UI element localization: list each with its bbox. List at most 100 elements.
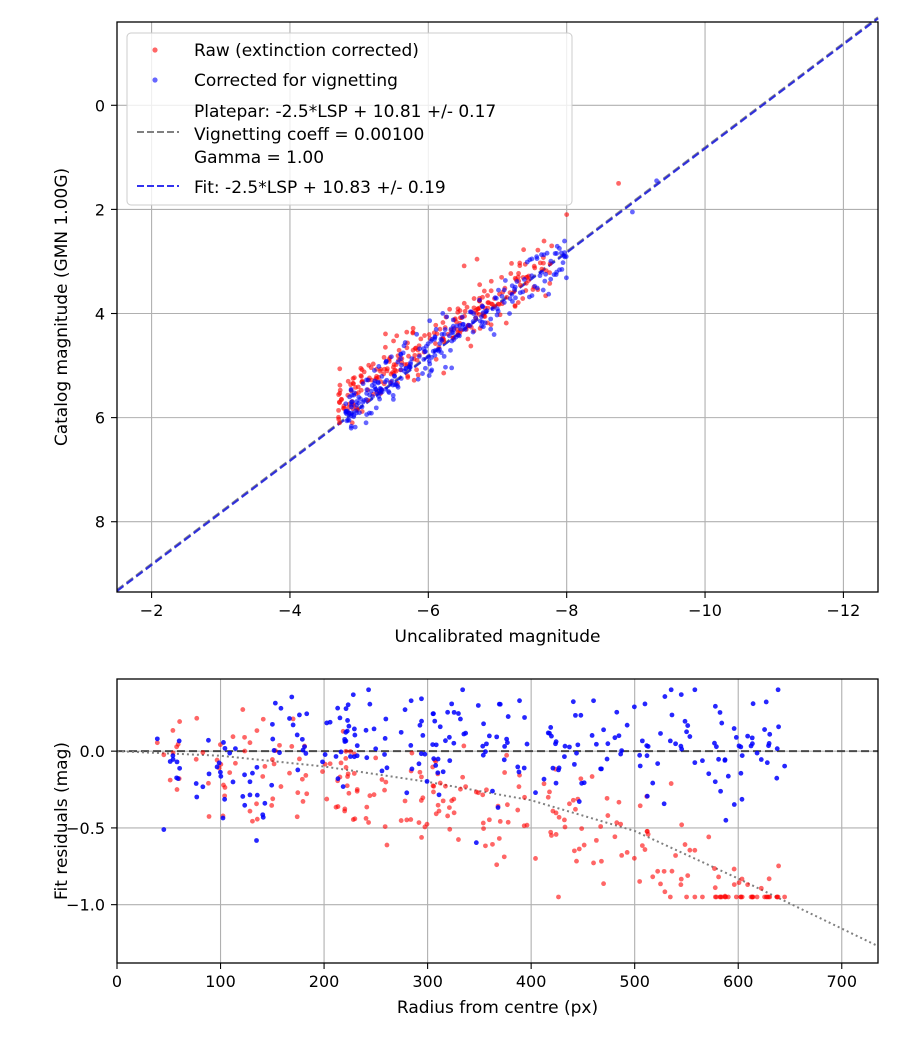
data-point xyxy=(398,351,404,357)
data-point xyxy=(540,287,546,293)
residual-point xyxy=(445,813,451,819)
residual-point xyxy=(570,699,576,705)
data-point xyxy=(437,326,443,332)
residual-point xyxy=(247,779,253,785)
residual-point xyxy=(230,734,236,740)
residual-point xyxy=(599,766,604,772)
data-point xyxy=(488,326,494,332)
residual-point xyxy=(294,732,300,738)
data-point xyxy=(532,283,538,289)
x-tick-label: 300 xyxy=(412,972,443,991)
residual-point xyxy=(161,827,167,832)
residual-point xyxy=(618,821,624,827)
data-point xyxy=(552,251,558,256)
data-point xyxy=(403,365,409,371)
x-tick-label: −10 xyxy=(688,601,722,620)
residual-point xyxy=(177,765,183,771)
residual-point xyxy=(289,744,295,749)
residual-point xyxy=(766,894,771,900)
data-point xyxy=(441,353,447,359)
residual-point xyxy=(774,894,780,900)
data-point xyxy=(426,332,432,337)
residual-point xyxy=(367,701,373,707)
residual-point xyxy=(352,732,358,738)
residual-point xyxy=(733,734,739,740)
residual-point xyxy=(433,742,439,748)
residual-point xyxy=(445,709,451,715)
data-point xyxy=(348,423,354,429)
data-point xyxy=(468,343,474,349)
residual-point xyxy=(494,734,500,740)
data-point xyxy=(398,367,404,373)
residual-point xyxy=(366,820,371,825)
residual-point xyxy=(481,826,486,832)
residual-point xyxy=(354,743,360,749)
legend-marker-raw xyxy=(152,47,158,53)
residual-point xyxy=(505,819,511,825)
residual-point xyxy=(480,792,486,798)
residual-point xyxy=(692,760,698,766)
residual-point xyxy=(700,894,705,900)
residual-point xyxy=(553,739,559,745)
data-point xyxy=(517,263,523,269)
residual-point xyxy=(348,754,353,759)
residual-point xyxy=(517,698,522,704)
data-point xyxy=(488,278,494,284)
residual-point xyxy=(712,740,717,746)
residual-point xyxy=(346,790,352,796)
residual-point xyxy=(289,694,295,700)
residual-point xyxy=(352,816,358,822)
data-point xyxy=(433,322,439,328)
data-point xyxy=(405,373,411,379)
residual-point xyxy=(221,740,226,745)
residual-point xyxy=(436,792,442,798)
residual-point xyxy=(766,876,772,882)
residual-point xyxy=(716,874,721,880)
residual-point xyxy=(351,771,357,776)
data-point xyxy=(390,396,396,402)
data-point xyxy=(512,303,518,308)
data-point xyxy=(337,382,343,388)
residual-point xyxy=(685,723,691,728)
residual-point xyxy=(194,715,200,721)
top-scatter-points xyxy=(336,178,660,431)
residual-point xyxy=(456,837,461,842)
residual-point xyxy=(303,772,309,778)
data-point xyxy=(471,305,477,311)
residual-point xyxy=(644,793,650,799)
residual-point xyxy=(294,814,300,820)
residual-point xyxy=(712,885,718,891)
residual-point xyxy=(270,736,276,742)
data-point xyxy=(537,260,543,266)
residual-point xyxy=(333,804,339,810)
x-tick-label: −12 xyxy=(827,601,861,620)
residual-point xyxy=(200,750,206,755)
data-point xyxy=(542,278,548,284)
data-point xyxy=(360,381,366,387)
residual-point xyxy=(522,794,527,800)
legend-label-fit: Fit: -2.5*LSP + 10.83 +/- 0.19 xyxy=(194,178,446,198)
residual-point xyxy=(774,775,780,781)
residual-point xyxy=(206,814,212,819)
residual-point xyxy=(480,743,486,749)
y-tick-label: 0.0 xyxy=(80,742,105,761)
residual-point xyxy=(351,726,357,732)
residual-point xyxy=(571,761,577,767)
residual-point xyxy=(343,748,349,754)
residual-point xyxy=(661,868,667,874)
residual-point xyxy=(290,716,296,722)
bottom-reference-lines xyxy=(116,750,879,948)
data-point xyxy=(346,410,352,416)
residual-point xyxy=(382,752,387,757)
residual-point xyxy=(408,743,414,748)
residual-point xyxy=(533,856,538,861)
residual-point xyxy=(637,803,643,809)
data-point xyxy=(513,295,518,301)
data-point xyxy=(343,401,349,407)
data-point xyxy=(359,404,365,410)
residual-point xyxy=(320,769,325,774)
residual-point xyxy=(206,780,211,786)
residual-point xyxy=(335,776,341,782)
residual-point xyxy=(337,715,343,721)
